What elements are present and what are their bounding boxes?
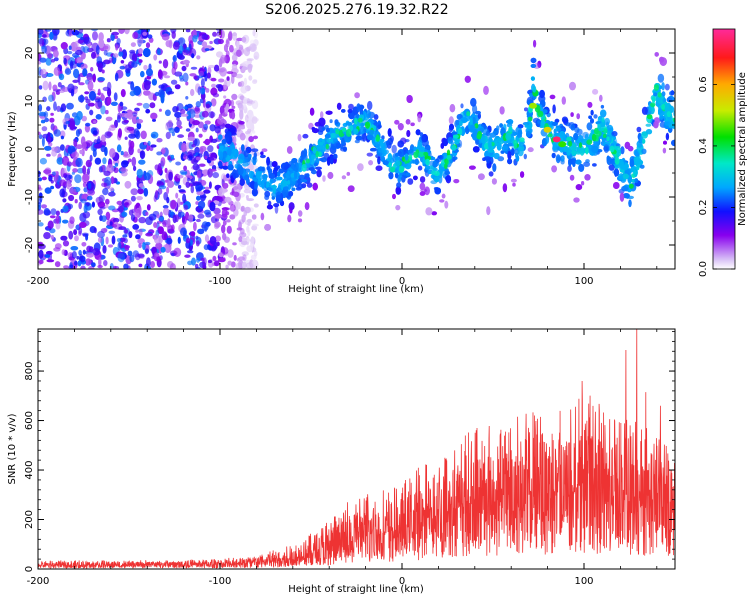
snr-xlabel: Height of straight line (km) — [288, 584, 424, 595]
snr-frame — [37, 328, 676, 570]
spectrogram-peak — [558, 141, 567, 148]
spectrogram-xtick-label: -200 — [27, 276, 50, 287]
spectrogram-peak — [552, 136, 561, 143]
colorbar-tick-label: 0.0 — [698, 261, 709, 277]
snr-series-line — [38, 329, 675, 569]
spectrogram-ridge — [218, 39, 675, 231]
snr-ytick-label: 600 — [24, 411, 35, 430]
snr-ytick-label: 400 — [24, 460, 35, 479]
snr-ytick-label: 800 — [24, 362, 35, 381]
snr-xtick-label: -200 — [27, 576, 50, 587]
spectrogram-peak — [529, 102, 537, 109]
spectrogram-ytick-label: 10 — [24, 95, 35, 108]
spectrogram-ylabel: Frequency (Hz) — [7, 111, 18, 187]
spectrogram-ytick-label: 20 — [24, 47, 35, 60]
colorbar: 0.0 0.2 0.4 0.6 Normalized spectral amplitu… — [698, 28, 748, 277]
snr-panel: -200 -100 0 100 0 200 400 600 800 Height of stra… — [7, 328, 676, 595]
spectrogram-xtick-label: -100 — [209, 276, 232, 287]
snr-ylabel: SNR (10 * v/v) — [7, 413, 18, 484]
spectrogram-ytick-label: -10 — [24, 189, 35, 205]
colorbar-tick-label: 0.2 — [698, 200, 709, 216]
spectrogram-noise-region — [38, 29, 260, 269]
snr-xtick-label: 100 — [574, 576, 593, 587]
snr-ytick-label: 200 — [24, 510, 35, 529]
spectrogram-ytick-label: -20 — [24, 237, 35, 253]
spectrogram-xtick-label: 100 — [574, 276, 593, 287]
spectrogram-xtick-label: 0 — [399, 276, 405, 287]
figure-title: S206.2025.276.19.32.R22 — [265, 2, 448, 18]
spectrogram-peak — [543, 126, 552, 133]
colorbar-gradient — [712, 28, 736, 270]
colorbar-tick-label: 0.6 — [698, 76, 709, 92]
snr-ytick-label: 0 — [24, 566, 35, 572]
colorbar-tick-label: 0.4 — [698, 138, 709, 154]
colorbar-label: Normalized spectral amplitude — [737, 72, 748, 226]
snr-xtick-label: -100 — [209, 576, 232, 587]
snr-xtick-label: 0 — [399, 576, 405, 587]
spectrogram-xlabel: Height of straight line (km) — [288, 284, 424, 295]
spectrogram-ytick-label: 0 — [24, 146, 35, 152]
